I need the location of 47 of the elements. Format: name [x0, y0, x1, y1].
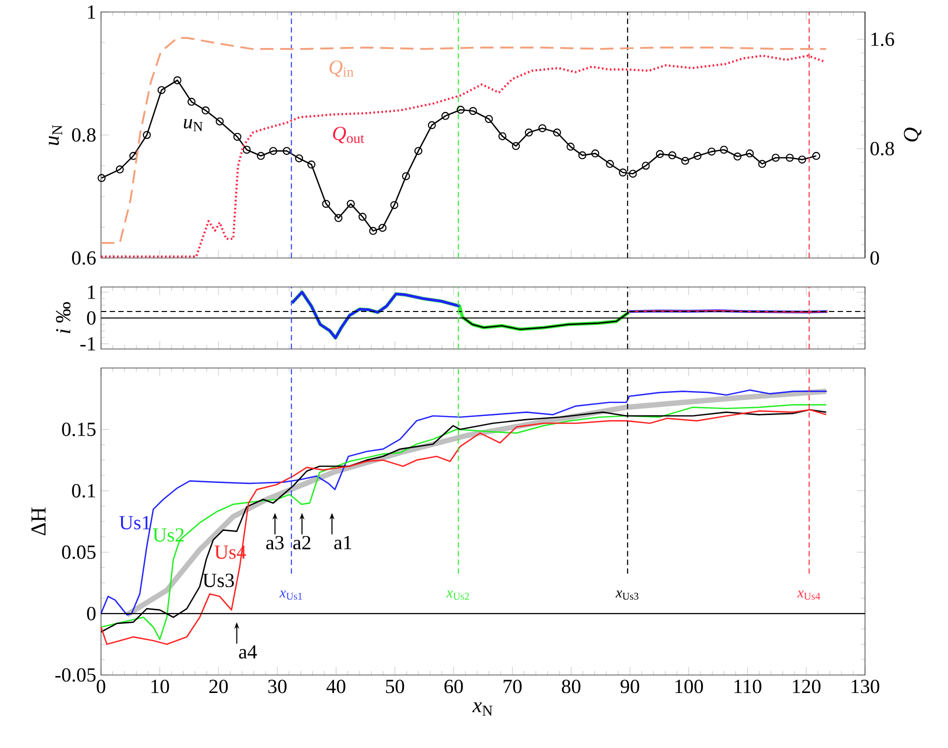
- x-tick-label: 110: [734, 680, 762, 694]
- series-label: Q$_{in}$: [329, 60, 354, 77]
- y-axis-title: i ‰: [56, 302, 70, 334]
- y-tick-label: 0: [87, 311, 96, 325]
- y-tick-label: 0.8: [72, 128, 96, 142]
- y2-tick-label: 0: [870, 251, 879, 265]
- y-axis-title: u$_{N}$: [48, 124, 62, 145]
- x-tick-label: 90: [620, 680, 640, 694]
- series-label: Q$_{out}$: [333, 126, 364, 144]
- annotation: a2: [293, 536, 310, 550]
- y-tick-label: 0.05: [62, 545, 96, 559]
- annotation: a1: [334, 536, 352, 550]
- x-tick-label: 130: [852, 680, 880, 694]
- series-label: Us1: [119, 516, 150, 530]
- annotation: a4: [239, 645, 257, 659]
- y-tick-label: 1: [88, 286, 96, 299]
- x-tick-label: 120: [792, 680, 820, 694]
- annotation: a3: [266, 536, 284, 550]
- series-label: Us3: [202, 574, 234, 588]
- ref-line-label: x$_{Us3}$: [616, 590, 638, 600]
- ref-line-label: x$_{Us1}$: [279, 590, 302, 600]
- x-tick-label: 50: [386, 680, 404, 694]
- y-tick-label: 1: [88, 5, 96, 19]
- x-tick-label: 70: [504, 680, 522, 694]
- y-tick-label: 0.15: [62, 422, 96, 436]
- y-tick-label: -1: [80, 337, 96, 350]
- y-tick-label: 0: [87, 606, 96, 620]
- x-tick-label: 40: [326, 680, 346, 694]
- x-tick-label: 30: [268, 680, 287, 694]
- x-tick-label: 80: [562, 680, 580, 694]
- y2-axis-title: Q: [904, 128, 922, 142]
- x-tick-label: 10: [152, 680, 170, 694]
- x-axis-title: x$_{N}$: [472, 702, 492, 716]
- y-axis-title: ΔH: [31, 508, 46, 536]
- x-tick-label: 20: [209, 680, 228, 694]
- y-tick-label: 0.6: [72, 251, 96, 265]
- x-tick-label: 60: [444, 680, 463, 694]
- y2-tick-label: 0.8: [870, 142, 894, 156]
- y-tick-label: 0.1: [72, 484, 96, 498]
- ref-line-label: x$_{Us4}$: [797, 590, 820, 600]
- series-label: u$_{N}$: [184, 119, 203, 132]
- y-tick-label: -0.05: [55, 668, 96, 682]
- x-tick-label: 100: [675, 680, 703, 694]
- ref-line-label: x$_{Us2}$: [446, 590, 469, 600]
- series-label: Us2: [152, 528, 184, 542]
- x-tick-label: 0: [96, 680, 106, 694]
- y2-tick-label: 1.6: [871, 32, 894, 46]
